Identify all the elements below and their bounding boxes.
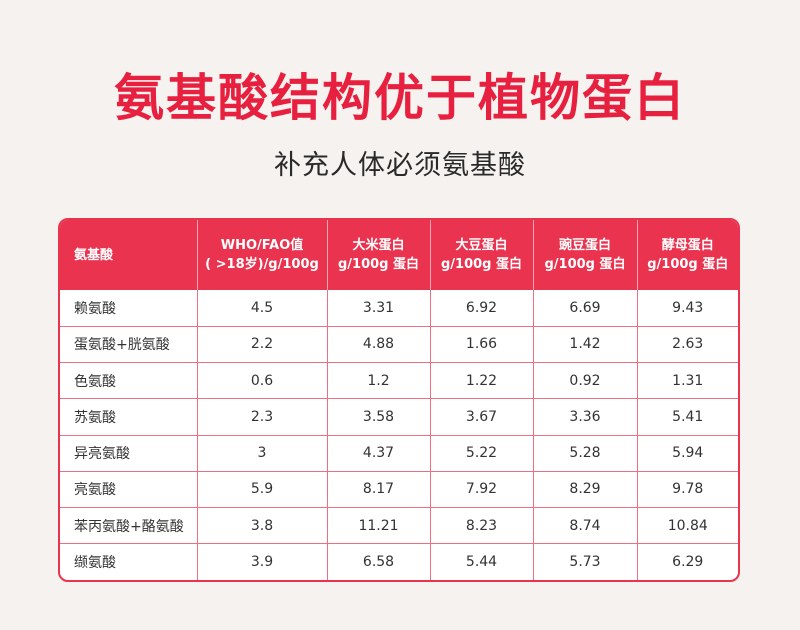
table-cell: 9.78 [637,471,738,509]
table-cell: 11.21 [327,507,431,545]
table-cell: 2.3 [197,398,328,436]
amino-acid-table-grid: 氨基酸 WHO/FAO值 ( >18岁)/g/100g 大米蛋白 g/100g 蛋白… [60,220,738,580]
table-cell: 8.74 [533,507,638,545]
table-row: 异亮氨酸 3 4.37 5.22 5.28 5.94 [60,435,738,472]
table-cell: 9.43 [637,290,738,327]
table-cell: 5.73 [533,543,638,580]
table-cell: 7.92 [430,471,534,509]
row-label: 亮氨酸 [60,471,198,509]
table-cell: 3.9 [197,543,328,580]
table-cell: 4.5 [197,290,328,327]
table-cell: 6.69 [533,290,638,327]
page-subtitle: 补充人体必须氨基酸 [274,150,526,181]
table-cell: 0.92 [533,362,638,400]
table-cell: 1.31 [637,362,738,400]
table-body: 赖氨酸 4.5 3.31 6.92 6.69 9.43 蛋氨酸+胱氨酸 2.2 4.88 1.66… [60,290,738,580]
page-title: 氨基酸结构优于植物蛋白 [114,69,686,127]
table-cell: 3.58 [327,398,431,436]
table-cell: 3 [197,435,328,472]
table-cell: 0.6 [197,362,328,400]
table-cell: 5.94 [637,435,738,472]
table-cell: 3.36 [533,398,638,436]
column-header-3: 大豆蛋白 g/100g 蛋白 [430,220,534,290]
table-cell: 6.92 [430,290,534,327]
column-header-4: 豌豆蛋白 g/100g 蛋白 [533,220,638,290]
row-label: 苏氨酸 [60,398,198,436]
table-cell: 2.63 [637,326,738,364]
row-label: 苯丙氨酸+酪氨酸 [60,507,198,545]
table-row: 亮氨酸 5.9 8.17 7.92 8.29 9.78 [60,471,738,509]
table-cell: 1.66 [430,326,534,364]
table-cell: 4.88 [327,326,431,364]
table-cell: 8.29 [533,471,638,509]
table-row: 赖氨酸 4.5 3.31 6.92 6.69 9.43 [60,290,738,327]
table-cell: 1.42 [533,326,638,364]
table-cell: 6.58 [327,543,431,580]
table-cell: 10.84 [637,507,738,545]
amino-acid-table: 氨基酸 WHO/FAO值 ( >18岁)/g/100g 大米蛋白 g/100g 蛋白… [58,218,740,582]
table-cell: 3.31 [327,290,431,327]
table-row: 蛋氨酸+胱氨酸 2.2 4.88 1.66 1.42 2.63 [60,326,738,364]
table-cell: 5.44 [430,543,534,580]
table-cell: 3.67 [430,398,534,436]
table-cell: 8.17 [327,471,431,509]
table-cell: 6.29 [672,554,704,571]
column-header-5: 酵母蛋白 g/100g 蛋白 [647,238,729,272]
column-header-1: WHO/FAO值 ( >18岁)/g/100g [197,220,328,290]
table-cell: 3.8 [197,507,328,545]
row-label: 异亮氨酸 [60,435,198,472]
table-cell: 1.22 [430,362,534,400]
row-label: 赖氨酸 [60,290,198,327]
table-row: 缬氨酸 3.9 6.58 5.44 5.73 6.29 [60,543,738,580]
table-cell: 5.41 [637,398,738,436]
column-header-2: 大米蛋白 g/100g 蛋白 [327,220,431,290]
table-row: 色氨酸 0.6 1.2 1.22 0.92 1.31 [60,362,738,400]
table-cell: 1.2 [327,362,431,400]
table-cell: 4.37 [327,435,431,472]
table-cell: 2.2 [197,326,328,364]
column-header-0: 氨基酸 [60,220,198,290]
table-cell: 5.28 [533,435,638,472]
table-row: 苯丙氨酸+酪氨酸 3.8 11.21 8.23 8.74 10.84 [60,507,738,545]
table-header-row: 氨基酸 WHO/FAO值 ( >18岁)/g/100g 大米蛋白 g/100g 蛋白… [60,220,738,290]
table-cell: 5.9 [197,471,328,509]
row-label: 缬氨酸 [60,543,198,580]
table-cell: 8.23 [430,507,534,545]
row-label: 色氨酸 [60,362,198,400]
table-row: 苏氨酸 2.3 3.58 3.67 3.36 5.41 [60,398,738,436]
row-label: 蛋氨酸+胱氨酸 [60,326,198,364]
table-cell: 5.22 [430,435,534,472]
